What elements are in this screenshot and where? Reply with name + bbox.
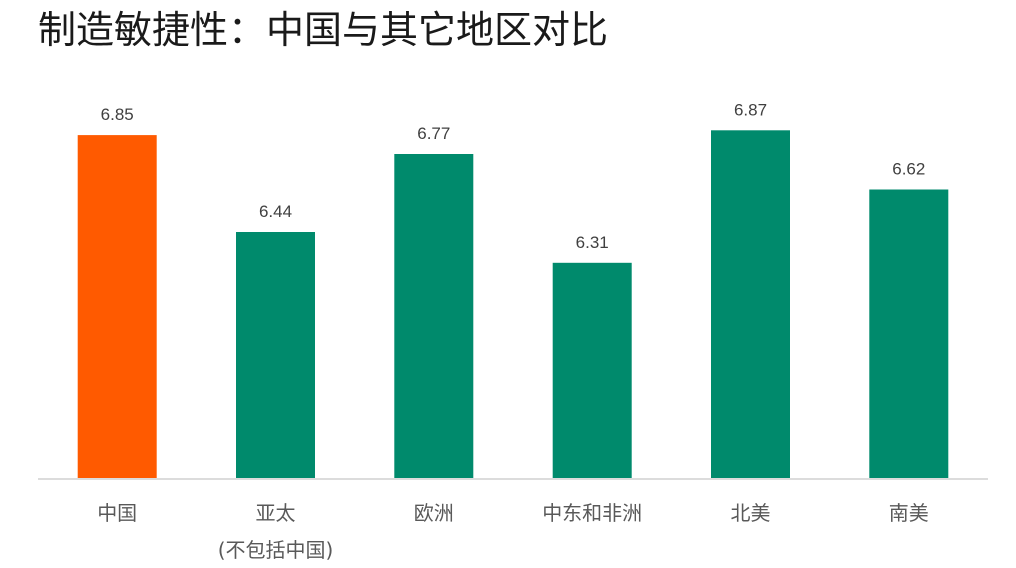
- data-label: 6.87: [734, 100, 767, 119]
- category-label: 南美: [889, 501, 929, 525]
- chart-title: 制造敏捷性：中国与其它地区对比: [38, 8, 609, 52]
- data-label: 6.44: [259, 202, 292, 221]
- category-label: 北美: [731, 501, 771, 525]
- category-label: 亚太: [256, 501, 296, 525]
- data-label: 6.77: [417, 124, 450, 143]
- data-label: 6.85: [101, 105, 134, 124]
- category-label: 中国: [97, 501, 137, 525]
- data-label: 6.62: [892, 160, 925, 179]
- bar: [869, 189, 949, 478]
- bar: [711, 130, 790, 479]
- bar: [552, 262, 632, 478]
- bar: [236, 232, 315, 478]
- category-label: 欧洲: [414, 501, 454, 525]
- bar: [77, 135, 157, 478]
- data-label: 6.31: [576, 233, 609, 252]
- category-label: (不包括中国): [218, 538, 334, 562]
- category-label: 中东和非洲: [542, 501, 642, 525]
- bar: [394, 154, 474, 478]
